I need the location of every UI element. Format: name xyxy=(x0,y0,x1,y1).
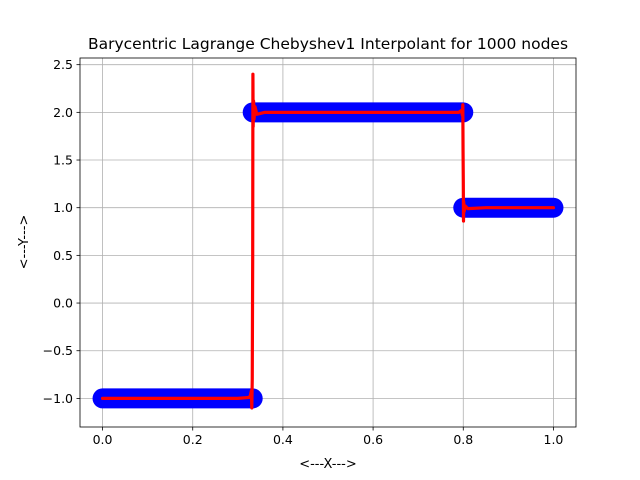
x-tick-label: 0.4 xyxy=(273,432,293,447)
y-tick-label: 1.5 xyxy=(53,153,73,168)
x-axis-label: <---X---> xyxy=(299,457,357,472)
y-axis-label: <---Y---> xyxy=(17,215,32,270)
y-tick-label: −1.0 xyxy=(43,391,73,406)
x-tick-label: 0.8 xyxy=(453,432,473,447)
x-tick-label: 1.0 xyxy=(544,432,564,447)
y-tick-label: −0.5 xyxy=(43,343,73,358)
x-tick-label: 0.6 xyxy=(363,432,383,447)
x-tick-label: 0.0 xyxy=(93,432,113,447)
plot-frame xyxy=(79,57,577,428)
chart-title: Barycentric Lagrange Chebyshev1 Interpol… xyxy=(88,35,568,53)
axis-ticks: 0.0 0.2 0.4 0.6 0.8 1.0 −1.0 −0.5 0.0 0.5 1.0 1.5 2.… xyxy=(43,57,564,447)
y-tick-label: 1.0 xyxy=(53,200,73,215)
x-tick-label: 0.2 xyxy=(183,432,203,447)
y-tick-label: 0.5 xyxy=(53,248,73,263)
y-tick-label: 0.0 xyxy=(53,296,73,311)
y-tick-label: 2.5 xyxy=(53,57,73,72)
y-tick-label: 2.0 xyxy=(53,105,73,120)
interpolant-line xyxy=(100,72,556,410)
plot-series xyxy=(92,72,564,410)
